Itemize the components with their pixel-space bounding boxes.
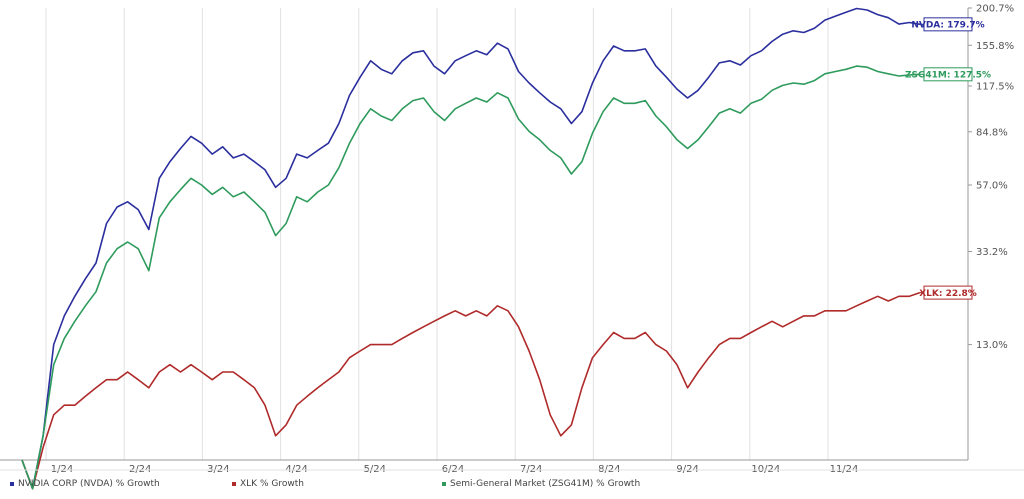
y-tick-label: 57.0%: [976, 180, 1008, 191]
end-labels: NVDA: 179.7% XLK: 22.8% ZSG41M: 127.5%: [905, 17, 991, 300]
y-tick-label: 155.8%: [976, 41, 1014, 52]
legend-label: NVIDIA CORP (NVDA) % Growth: [18, 479, 160, 489]
series-line-1: [21, 291, 921, 490]
legend-swatch: [442, 482, 446, 486]
end-label-box: [923, 285, 973, 300]
end-label-box: [923, 67, 973, 82]
series-lines: [21, 7, 921, 490]
end-label-text: NVDA: 179.7%: [911, 21, 984, 31]
y-tick-label: 200.7%: [976, 4, 1014, 15]
series-line-2: [21, 65, 921, 490]
end-label-text: XLK: 22.8%: [919, 289, 977, 299]
end-label-box: [923, 17, 973, 32]
legend-label: Semi-General Market (ZSG41M) % Growth: [450, 479, 640, 489]
end-label-text: ZSG41M: 127.5%: [905, 71, 991, 81]
legend-swatch: [232, 482, 236, 486]
y-tick-label: 33.2%: [976, 247, 1008, 258]
y-tick-label: 13.0%: [976, 340, 1008, 351]
y-tick-label: 84.8%: [976, 127, 1008, 138]
series-line-0: [21, 7, 921, 490]
legend: NVIDIA CORP (NVDA) % Growth XLK % Growth S…: [0, 469, 1024, 489]
y-tick-label: 117.5%: [976, 82, 1014, 93]
legend-swatch: [10, 482, 14, 486]
legend-label: XLK % Growth: [240, 479, 304, 489]
